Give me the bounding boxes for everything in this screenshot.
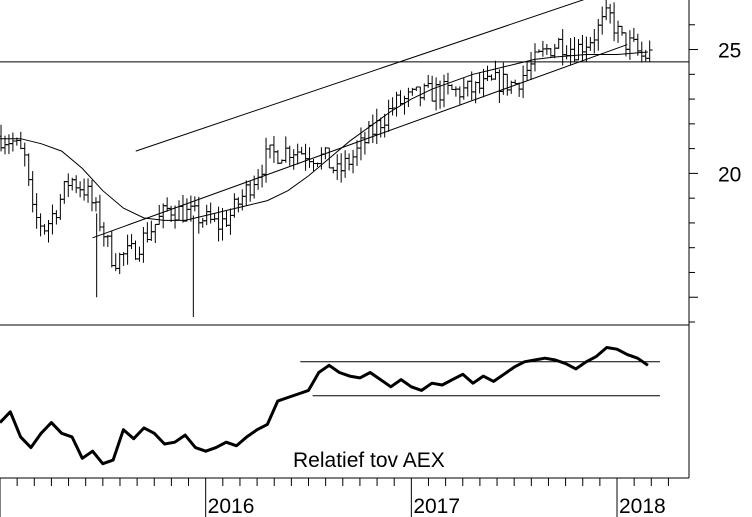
- relative-strength-line: [0, 346, 649, 466]
- x-tick-label: 2018: [619, 495, 666, 517]
- trend-line: [92, 44, 628, 239]
- price-bar: [646, 40, 653, 63]
- chart-frame: [0, 0, 690, 479]
- price-panel: [0, 0, 689, 318]
- trend-line: [135, 0, 585, 152]
- y-tick-label: 25: [718, 40, 741, 63]
- moving-average-line: [0, 51, 648, 221]
- relative-strength-label: Relatief tov AEX: [293, 449, 445, 472]
- y-axis: 25 20: [689, 24, 741, 323]
- x-axis: 2016 2017 2018: [0, 478, 669, 517]
- relative-strength-panel: [0, 346, 660, 466]
- x-tick-label: 2017: [413, 495, 460, 517]
- y-tick-label: 20: [718, 163, 741, 186]
- x-tick-label: 2016: [208, 495, 255, 517]
